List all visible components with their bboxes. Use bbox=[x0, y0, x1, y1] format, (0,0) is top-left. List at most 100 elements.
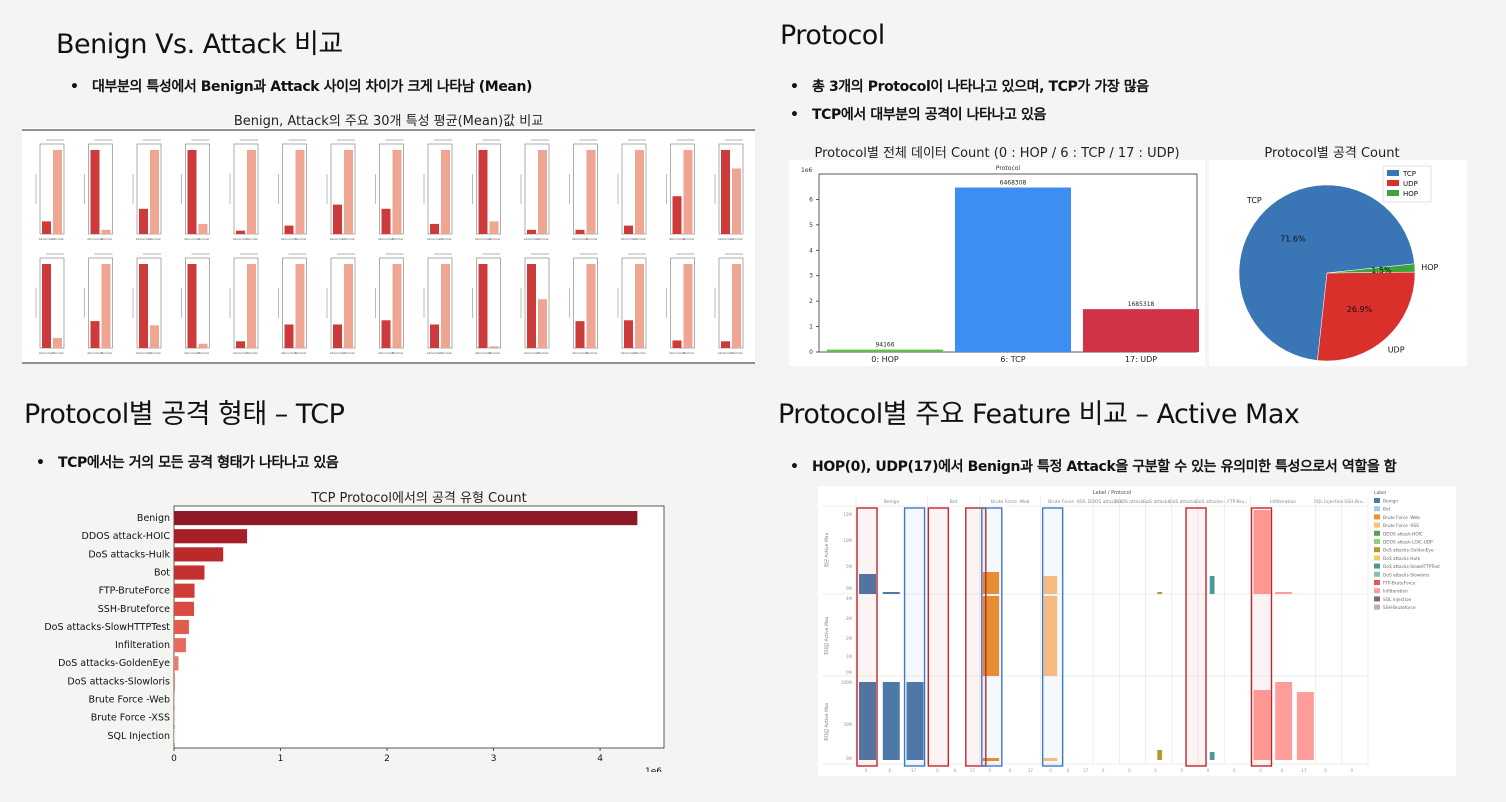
y-tick-label: 3M bbox=[846, 616, 853, 621]
active-max-bar bbox=[1253, 510, 1271, 594]
feature-bar bbox=[441, 150, 450, 234]
subplot-frame bbox=[185, 143, 210, 235]
legend-label: Benign bbox=[1383, 499, 1398, 505]
legend-swatch bbox=[1387, 190, 1399, 196]
subplot-tick-label: Abnormal bbox=[718, 351, 733, 355]
subplot-tick-label: Abnormal bbox=[524, 237, 539, 241]
active-max-bar bbox=[1209, 752, 1215, 760]
subplot-frame bbox=[379, 257, 404, 349]
subplot-tick-label: Normal bbox=[247, 237, 258, 241]
attack-bar bbox=[174, 674, 176, 689]
subplot-tick-label: Normal bbox=[101, 237, 112, 241]
feature-bar bbox=[586, 264, 596, 348]
subplot-tick-label: Normal bbox=[732, 351, 743, 355]
legend-swatch bbox=[1374, 514, 1380, 520]
legend-label: DDOS attack-LOIC-UDP bbox=[1383, 540, 1433, 546]
protocol-tick-label: 0 bbox=[1207, 768, 1210, 773]
subplot-tick-label: Abnormal bbox=[136, 237, 151, 241]
subplot-frame bbox=[573, 143, 598, 235]
subplot-tick-label: Abnormal bbox=[330, 351, 345, 355]
protocol-tick-label: 0 bbox=[1102, 768, 1105, 773]
y-tick-label: 0M bbox=[846, 756, 853, 761]
feature-bar bbox=[575, 229, 585, 234]
subplot-frame bbox=[573, 257, 598, 349]
y-tick-label: 100M bbox=[841, 680, 853, 685]
pie-pct-label: 1.5% bbox=[1371, 266, 1392, 275]
legend-swatch bbox=[1374, 522, 1380, 528]
attack-bar bbox=[174, 710, 175, 725]
pie-slice-label: TCP bbox=[1246, 196, 1262, 205]
legend-title: Label bbox=[1374, 490, 1386, 496]
subplot-frame bbox=[476, 143, 501, 235]
legend-label: DoS attacks-SlowHTTPTest bbox=[1383, 564, 1440, 570]
subplot-frame bbox=[136, 143, 162, 235]
bullet-text: 대부분의 특성에서 Benign과 Attack 사이의 차이가 크게 나타남 … bbox=[70, 76, 532, 96]
protocol-tick-label: 6 bbox=[954, 768, 957, 773]
panel-title: Protocol별 주요 Feature 비교 – Active Max bbox=[778, 399, 1300, 430]
feature-bar bbox=[101, 229, 111, 234]
active-max-bar bbox=[1253, 690, 1271, 760]
group-label: DoS attacks-.. bbox=[1143, 499, 1174, 505]
subplot-frame bbox=[330, 257, 356, 349]
bar-value-label: 6468308 bbox=[1000, 180, 1027, 187]
group-label: DDOS attack-H.. bbox=[1088, 499, 1125, 505]
active-max-bar bbox=[859, 682, 876, 760]
legend-swatch bbox=[1374, 563, 1380, 569]
row-axis-title: 최대값 Active Max bbox=[823, 616, 830, 655]
legend-label: FTP-BruteForce bbox=[1383, 581, 1416, 587]
subplot-tick-label: Abnormal bbox=[87, 237, 102, 241]
subplot-tick-label: Normal bbox=[101, 351, 112, 355]
feature-bar bbox=[683, 150, 693, 234]
protocol-tick-label: 17 bbox=[911, 768, 917, 773]
x-tick-label: 1 bbox=[278, 754, 284, 764]
subplot-tick-label: Normal bbox=[683, 351, 694, 355]
subplot-tick-label: Normal bbox=[538, 351, 549, 355]
legend-label: SSH-Bruteforce bbox=[1383, 605, 1416, 611]
feature-means-chart: Abnormal Normal Abnormal Normal Abnormal Norm… bbox=[22, 128, 755, 364]
protocol-tick-label: 0 bbox=[936, 768, 939, 773]
feature-bar bbox=[198, 223, 208, 234]
subplot-tick-label: Normal bbox=[344, 351, 355, 355]
subplot-tick-label: Abnormal bbox=[281, 351, 296, 355]
subplot-frame bbox=[621, 257, 647, 349]
feature-bar bbox=[381, 208, 391, 234]
subplot-tick-label: Normal bbox=[392, 351, 403, 355]
protocol-tick-label: 0 bbox=[1259, 768, 1262, 773]
feature-bar bbox=[187, 150, 197, 234]
group-label: Infilteration bbox=[1270, 499, 1296, 505]
protocol-tick-label: 0 bbox=[1181, 768, 1184, 773]
subplot-tick-label: Normal bbox=[344, 237, 355, 241]
protocol-bar bbox=[1083, 309, 1199, 352]
axis-multiplier: 1e6 bbox=[801, 167, 813, 174]
plot-inner-title: Protocol bbox=[996, 165, 1021, 172]
attack-bar bbox=[174, 565, 205, 580]
panel-protocol-tcp: Protocol별 공격 형태 – TCP TCP에서는 거의 모든 공격 형태… bbox=[22, 388, 755, 774]
protocol-tick-label: 17 bbox=[970, 768, 976, 773]
legend-label: DDOS attack-HOIC bbox=[1383, 531, 1423, 537]
protocol-pie-chart: 71.6% TCP 26.9% UDP 1.5% HOP TCP UDP HOP bbox=[1209, 160, 1467, 366]
subplot-frame bbox=[670, 257, 695, 349]
protocol-tick-label: 0 bbox=[989, 768, 992, 773]
feature-bar bbox=[101, 264, 111, 348]
y-tick-label: SQL Injection bbox=[107, 731, 170, 742]
feature-bar bbox=[333, 324, 342, 348]
legend-swatch bbox=[1374, 555, 1380, 561]
attack-bar bbox=[174, 529, 248, 544]
panel-benign-vs-attack: Benign Vs. Attack 비교 대부분의 특성에서 Benign과 A… bbox=[22, 18, 755, 366]
feature-bar bbox=[732, 168, 741, 234]
panel-active-max: Protocol별 주요 Feature 비교 – Active Max HOP… bbox=[772, 388, 1468, 778]
feature-bar bbox=[247, 264, 256, 348]
subplot-frame bbox=[282, 143, 307, 235]
group-label: DoS attacks-.. bbox=[1169, 499, 1200, 505]
feature-bar bbox=[538, 299, 547, 348]
attack-bar bbox=[174, 656, 179, 671]
subplot-tick-label: Abnormal bbox=[39, 351, 54, 355]
subplot-tick-label: Normal bbox=[392, 237, 403, 241]
active-max-bar bbox=[1043, 576, 1058, 594]
subplot-tick-label: Normal bbox=[732, 237, 743, 241]
feature-bar bbox=[236, 230, 245, 234]
feature-bar bbox=[635, 264, 644, 348]
subplot-frame bbox=[233, 143, 259, 235]
feature-bar bbox=[333, 204, 342, 234]
legend-label: UDP bbox=[1403, 180, 1418, 188]
